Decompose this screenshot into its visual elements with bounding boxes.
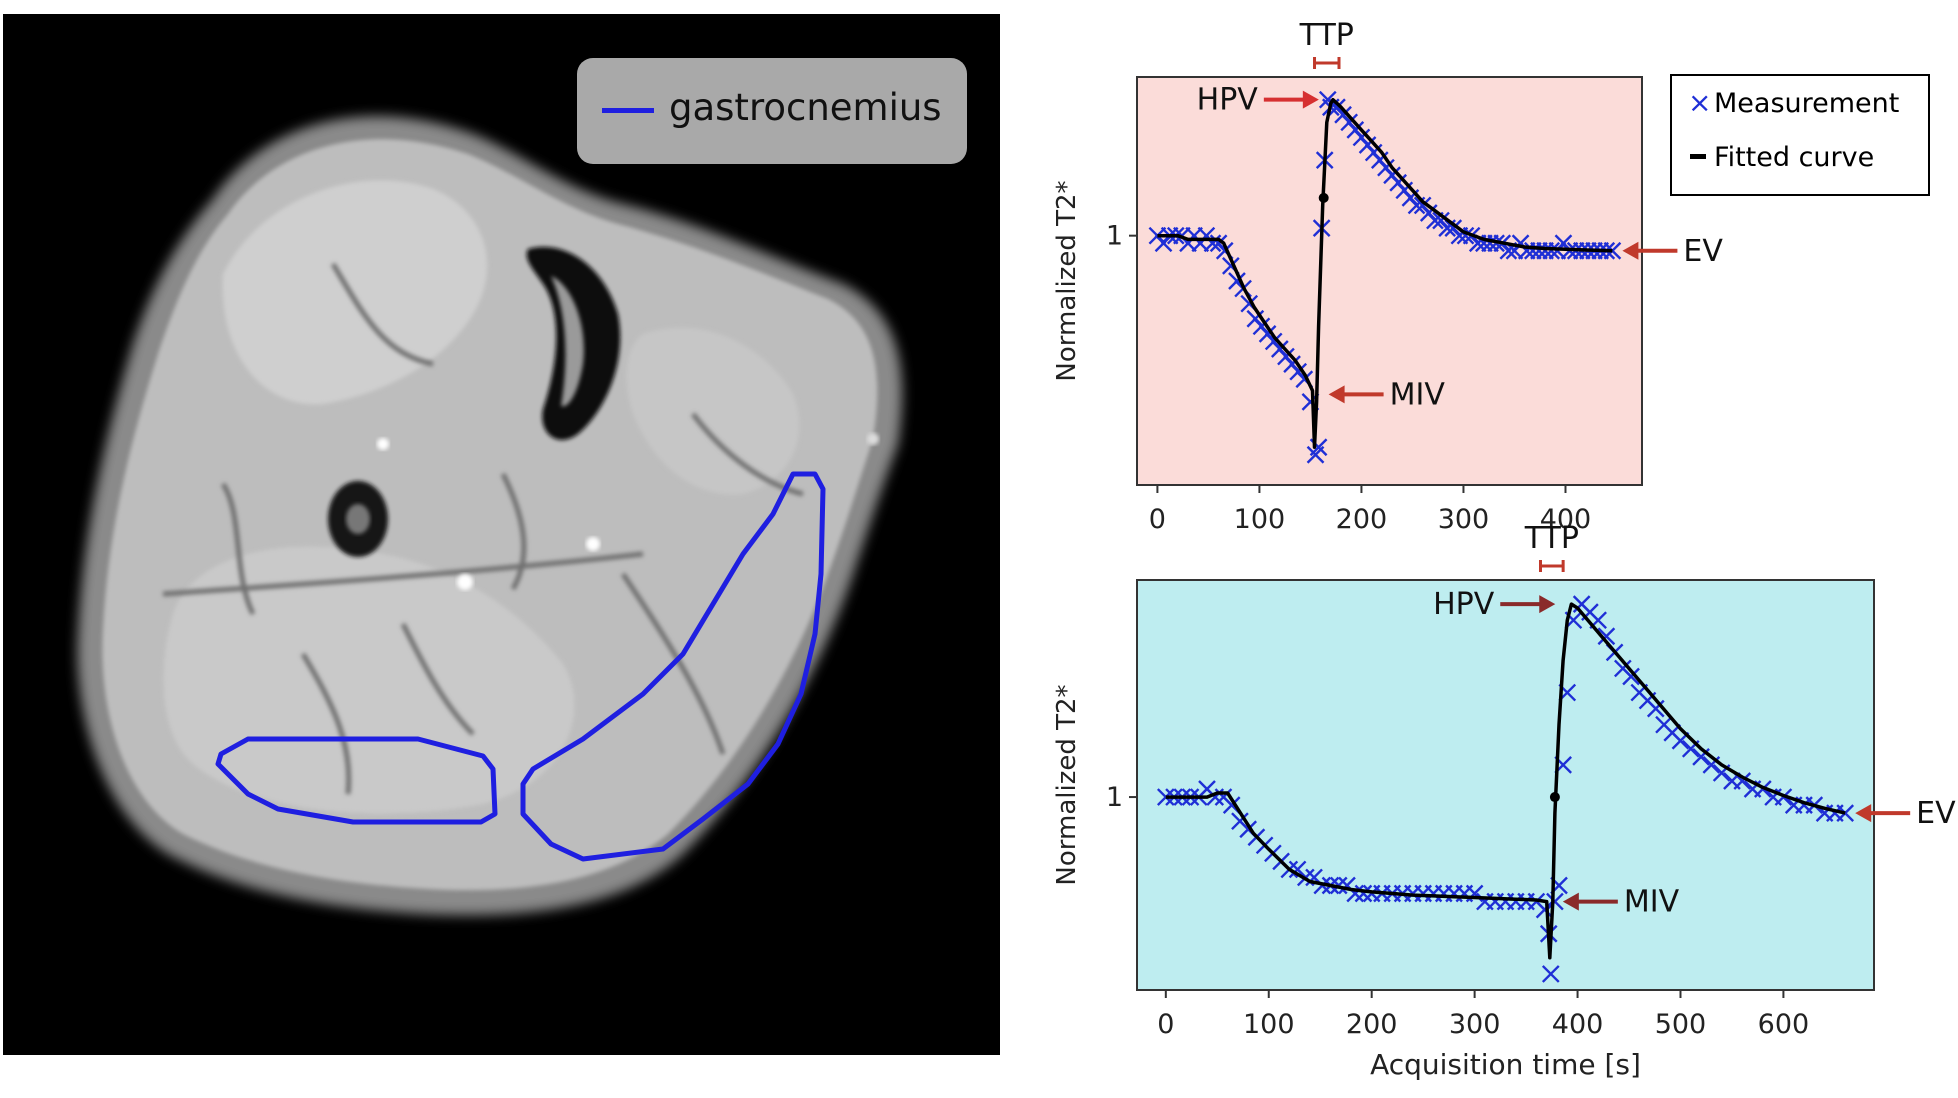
mri-image: gastrocnemius [3, 14, 1000, 1055]
x-tick-label: 300 [1438, 504, 1490, 535]
legend-measurement: ×Measurement [1688, 86, 1899, 119]
annotation-label: HPV [1433, 587, 1495, 622]
measurement-point [1541, 965, 1560, 983]
chart-bottom: 0 100 200 300 400 500 600 1 Normalized T2* Acquis… [1052, 521, 1956, 1081]
annotation-label: EV [1683, 234, 1723, 269]
annotation-label: MIV [1624, 885, 1680, 920]
chart-top: 0 100 200 300 400 1 Normalized T2* TTP HPV MIV EV [1052, 18, 1723, 535]
annotation-arrowhead [1539, 595, 1556, 614]
annotation-ttp: TTP [1299, 18, 1354, 53]
annotation-arrowhead [1328, 385, 1345, 404]
y-tick-label: 1 [1106, 221, 1123, 252]
legend-fitted: Fitted curve [1688, 142, 1874, 173]
measurement-point [1646, 699, 1665, 718]
ttp-bracket [1313, 57, 1341, 69]
annotation-arrowhead [1855, 804, 1872, 823]
y-axis-label: Normalized T2* [1052, 684, 1082, 885]
annotation-ttp: TTP [1524, 521, 1579, 556]
x-tick-label: 100 [1234, 504, 1286, 535]
annotation-arrowhead [1302, 90, 1319, 109]
x-tick-label: 500 [1655, 1009, 1707, 1040]
plot-area [1136, 579, 1875, 991]
muscle-posterior [163, 546, 575, 814]
measurement-point [1354, 884, 1373, 903]
measurement-point [1546, 892, 1564, 911]
fitted-curve [1165, 602, 1846, 960]
x-tick-label: 400 [1552, 1009, 1604, 1040]
muscle-anterior [222, 180, 488, 405]
plot-area [1136, 76, 1643, 486]
fitted-curve [1157, 97, 1613, 449]
annotation-arrowhead [1622, 241, 1639, 260]
legend-measurement-label: Measurement [1714, 88, 1900, 119]
x-axis-label: Acquisition time [s] [1370, 1048, 1641, 1081]
legend-fitted-label: Fitted curve [1714, 142, 1875, 173]
ttp-bracket [1539, 560, 1565, 572]
y-tick-label: 1 [1106, 782, 1123, 813]
inflection-dot [1318, 192, 1329, 203]
roi-gastrocnemius-lateral [215, 736, 498, 825]
mri-legend: gastrocnemius [577, 58, 967, 164]
annotation-arrowhead [1562, 892, 1579, 911]
x-tick-label: 600 [1758, 1009, 1810, 1040]
x-tick-label: 100 [1243, 1009, 1295, 1040]
annotation-label: HPV [1197, 83, 1259, 118]
x-tick-label: 300 [1449, 1009, 1501, 1040]
roi-gastrocnemius-medial [520, 471, 826, 862]
y-axis-label: Normalized T2* [1052, 180, 1082, 381]
measurement-point [1535, 900, 1554, 919]
x-tick-label: 0 [1149, 504, 1166, 535]
fascia-lines [162, 262, 804, 795]
measurement-point [1603, 241, 1622, 260]
mri-drawing [77, 116, 903, 916]
chart-legend: ×Measurement Fitted curve [1670, 74, 1930, 196]
legend-line-icon [1690, 154, 1706, 159]
annotation-label: MIV [1390, 377, 1446, 412]
x-tick-label: 200 [1336, 504, 1388, 535]
measurement-point [1597, 627, 1616, 646]
legend-roi-swatch [602, 108, 654, 113]
x-tick-label: 0 [1157, 1009, 1174, 1040]
legend-roi-label: gastrocnemius [669, 86, 942, 129]
muscle-lateral [626, 327, 800, 495]
measurement-point [1622, 667, 1640, 686]
inflection-dot [1549, 792, 1560, 803]
x-tick-label: 200 [1346, 1009, 1398, 1040]
measurement-point [1542, 241, 1561, 260]
legend-marker-x-icon: × [1688, 86, 1712, 119]
annotation-label: EV [1916, 796, 1956, 831]
x-tick-label: 400 [1540, 504, 1592, 535]
